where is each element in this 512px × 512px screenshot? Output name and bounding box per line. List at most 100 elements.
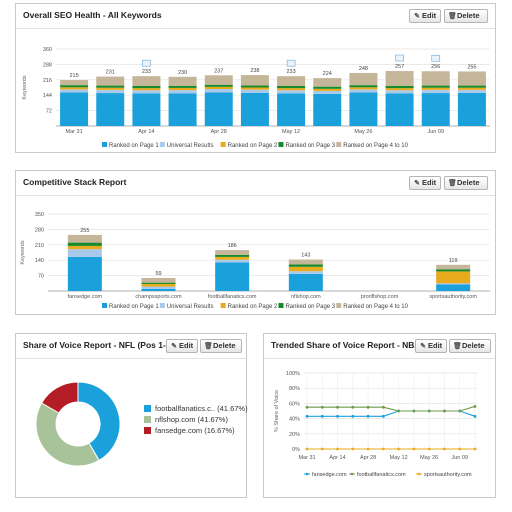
data-point[interactable] bbox=[351, 414, 355, 418]
note-icon[interactable] bbox=[431, 54, 441, 62]
bar-segment[interactable] bbox=[204, 88, 233, 93]
bar-segment[interactable] bbox=[313, 86, 342, 89]
bar-segment[interactable] bbox=[385, 71, 414, 87]
data-point[interactable] bbox=[305, 447, 309, 451]
data-point[interactable] bbox=[381, 447, 385, 451]
series-line[interactable] bbox=[307, 410, 476, 417]
bar-segment[interactable] bbox=[457, 87, 486, 90]
data-point[interactable] bbox=[366, 447, 370, 451]
data-point[interactable] bbox=[427, 447, 431, 451]
legend-swatch[interactable] bbox=[159, 142, 165, 147]
data-point[interactable] bbox=[351, 405, 355, 409]
bar-segment[interactable] bbox=[96, 85, 125, 88]
bar-segment[interactable] bbox=[67, 256, 102, 291]
legend-label[interactable]: footballfanatics.com bbox=[357, 472, 406, 478]
legend-swatch[interactable] bbox=[220, 303, 226, 308]
legend-swatch[interactable] bbox=[336, 142, 342, 147]
bar-segment[interactable] bbox=[132, 90, 161, 94]
legend-label[interactable]: Ranked on Page 3 bbox=[285, 143, 335, 149]
bar-segment[interactable] bbox=[67, 249, 102, 257]
bar-segment[interactable] bbox=[421, 89, 450, 94]
legend-label[interactable]: Ranked on Page 2 bbox=[228, 143, 278, 149]
data-point[interactable] bbox=[320, 414, 324, 418]
bar-segment[interactable] bbox=[288, 266, 323, 272]
bar-segment[interactable] bbox=[141, 288, 176, 291]
bar-segment[interactable] bbox=[60, 80, 89, 86]
legend-swatch[interactable] bbox=[278, 142, 284, 147]
data-point[interactable] bbox=[366, 414, 370, 418]
bar-segment[interactable] bbox=[385, 93, 414, 126]
bar-segment[interactable] bbox=[60, 85, 89, 88]
bar-segment[interactable] bbox=[313, 93, 342, 126]
series-line[interactable] bbox=[307, 405, 476, 412]
bar-segment[interactable] bbox=[215, 254, 250, 257]
note-icon[interactable] bbox=[286, 59, 296, 67]
data-point[interactable] bbox=[305, 405, 309, 409]
legend-swatch[interactable] bbox=[336, 303, 342, 308]
bar-segment[interactable] bbox=[349, 89, 378, 93]
data-point[interactable] bbox=[473, 405, 477, 408]
bar-segment[interactable] bbox=[277, 88, 306, 91]
bar-segment[interactable] bbox=[277, 90, 306, 94]
bar-segment[interactable] bbox=[288, 259, 323, 265]
bar-segment[interactable] bbox=[240, 92, 269, 126]
bar-segment[interactable] bbox=[67, 234, 102, 243]
bar-segment[interactable] bbox=[141, 282, 176, 284]
bar-segment[interactable] bbox=[96, 87, 125, 90]
legend-label[interactable]: Universal Results bbox=[167, 304, 214, 310]
data-point[interactable] bbox=[320, 447, 324, 451]
bar-segment[interactable] bbox=[436, 284, 471, 291]
bar-segment[interactable] bbox=[349, 85, 378, 88]
bar-segment[interactable] bbox=[288, 273, 323, 291]
pie-slice[interactable] bbox=[35, 402, 100, 467]
bar-segment[interactable] bbox=[168, 93, 197, 126]
bar-segment[interactable] bbox=[385, 88, 414, 91]
bar-segment[interactable] bbox=[60, 89, 89, 93]
note-icon[interactable] bbox=[142, 59, 151, 67]
bar-segment[interactable] bbox=[313, 78, 342, 87]
legend-item[interactable]: footballfanatics.c.. (41.67%) bbox=[144, 404, 248, 413]
bar-segment[interactable] bbox=[168, 85, 197, 88]
bar-segment[interactable] bbox=[132, 76, 161, 87]
bar-segment[interactable] bbox=[132, 93, 161, 126]
bar-segment[interactable] bbox=[168, 87, 197, 91]
data-point[interactable] bbox=[336, 414, 339, 418]
legend-swatch[interactable] bbox=[278, 303, 284, 308]
bar-segment[interactable] bbox=[436, 283, 471, 285]
legend-label[interactable]: Universal Results bbox=[167, 143, 214, 149]
bar-segment[interactable] bbox=[215, 262, 250, 291]
bar-segment[interactable] bbox=[204, 84, 233, 87]
data-point[interactable] bbox=[412, 409, 416, 413]
legend-label[interactable]: Ranked on Page 4 to 10 bbox=[343, 143, 408, 149]
legend-swatch[interactable] bbox=[102, 142, 107, 147]
legend-label[interactable]: Ranked on Page 1 bbox=[109, 304, 159, 310]
bar-segment[interactable] bbox=[168, 76, 197, 86]
edit-button[interactable]: ✎ Edit bbox=[415, 339, 447, 353]
bar-segment[interactable] bbox=[204, 92, 233, 126]
bar-segment[interactable] bbox=[240, 75, 269, 86]
bar-segment[interactable] bbox=[288, 271, 323, 274]
data-point[interactable] bbox=[443, 409, 446, 413]
bar-segment[interactable] bbox=[168, 90, 197, 94]
bar-segment[interactable] bbox=[141, 283, 176, 287]
data-point[interactable] bbox=[381, 405, 385, 409]
bar-segment[interactable] bbox=[313, 90, 342, 94]
pie-slice[interactable] bbox=[77, 381, 121, 462]
bar-segment[interactable] bbox=[421, 93, 450, 126]
bar-segment[interactable] bbox=[277, 76, 306, 87]
bar-segment[interactable] bbox=[215, 250, 250, 255]
bar-segment[interactable] bbox=[204, 86, 233, 89]
bar-segment[interactable] bbox=[436, 264, 471, 270]
bar-segment[interactable] bbox=[349, 87, 378, 90]
edit-button[interactable]: ✎ Edit bbox=[409, 176, 441, 190]
bar-segment[interactable] bbox=[215, 259, 250, 263]
bar-segment[interactable] bbox=[215, 256, 250, 260]
legend-swatch[interactable] bbox=[102, 303, 107, 308]
bar-segment[interactable] bbox=[240, 87, 269, 90]
data-point[interactable] bbox=[397, 409, 401, 413]
bar-segment[interactable] bbox=[436, 271, 471, 284]
delete-button[interactable]: 🗑Delete bbox=[444, 176, 488, 190]
bar-segment[interactable] bbox=[96, 76, 125, 86]
bar-segment[interactable] bbox=[240, 89, 269, 93]
bar-segment[interactable] bbox=[421, 85, 450, 88]
